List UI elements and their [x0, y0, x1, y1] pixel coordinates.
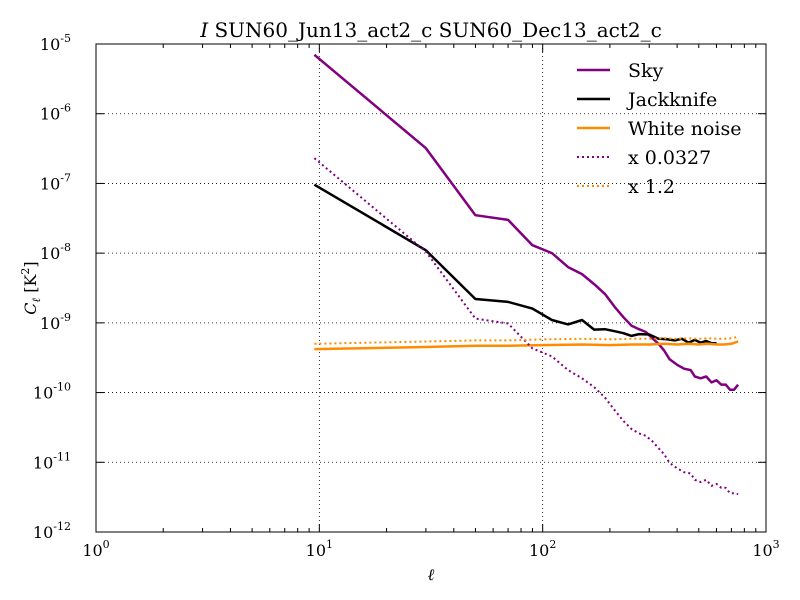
series-line-jackknife: [313, 183, 717, 345]
x-axis-label: ℓ: [428, 565, 435, 584]
y-tick-label: 10-6: [40, 102, 71, 124]
y-tick-label: 10-9: [40, 311, 71, 333]
legend-label-x-1-2: x 1.2: [628, 176, 675, 198]
y-axis-label: Cℓ [K2]: [19, 261, 43, 314]
legend-label-x-0-0327: x 0.0327: [628, 147, 711, 169]
y-tick-label: 10-7: [40, 171, 71, 193]
legend-label-jackknife: Jackknife: [626, 89, 717, 111]
legend: Sky Jackknife White noise x 0.0327 x 1.2: [577, 60, 742, 198]
series-line-white-noise: [314, 340, 739, 351]
x-tick-label: 103: [752, 538, 779, 560]
legend-label-white-noise: White noise: [628, 118, 742, 140]
grid: [96, 44, 766, 532]
series-line-x-0-0327: [313, 157, 739, 496]
y-tick-labels: 10-12 10-11 10-10 10-9 10-8 10-7 10-6 10-5: [33, 32, 71, 542]
x-tick-label: 101: [306, 538, 333, 560]
y-tick-label: 10-10: [33, 381, 71, 403]
chart-title: I SUN60_Jun13_act2_c SUN60_Dec13_act2_c: [199, 18, 662, 42]
y-tick-label: 10-11: [33, 450, 71, 472]
legend-label-sky: Sky: [628, 60, 664, 82]
x-tick-label: 102: [529, 538, 556, 560]
y-tick-label: 10-12: [33, 520, 71, 542]
x-tick-labels: 100 101 102 103: [82, 538, 779, 560]
plot-frame: [95, 43, 767, 533]
y-tick-label: 10-5: [40, 32, 71, 54]
axis-ticks: [95, 43, 767, 533]
x-tick-label: 100: [82, 538, 109, 560]
series-lines: [313, 53, 740, 496]
series-line-sky: [313, 53, 740, 391]
y-tick-label: 10-8: [40, 241, 71, 263]
